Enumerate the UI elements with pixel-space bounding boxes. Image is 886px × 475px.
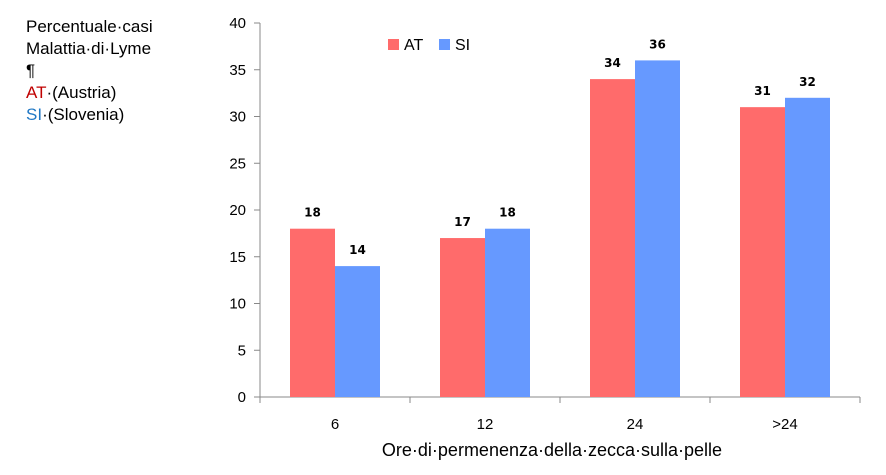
- bar-si: [485, 228, 530, 397]
- value-label: 18: [499, 206, 516, 220]
- legend: AT SI: [388, 37, 470, 54]
- bar-at: [590, 79, 635, 397]
- x-tick-label: >24: [772, 416, 797, 433]
- y-tick-label: 40: [229, 15, 246, 32]
- legend-label-at: AT: [404, 37, 423, 54]
- side-note-line-2: Malattia·di·Lyme: [26, 39, 152, 58]
- bar-at: [440, 238, 485, 397]
- pilcrow-mark: ¶: [26, 61, 36, 80]
- at-code: AT: [26, 83, 47, 102]
- side-note-at: AT·(Austria): [26, 82, 153, 104]
- legend-label-si: SI: [455, 37, 470, 54]
- value-label: 31: [754, 84, 771, 98]
- value-label: 18: [304, 206, 321, 220]
- y-tick-label: 15: [229, 249, 246, 266]
- x-tick-label: 24: [627, 416, 644, 433]
- legend-swatch-at: [388, 39, 399, 50]
- y-tick-label: 5: [238, 342, 246, 359]
- side-note: Percentuale·casi Malattia·di·Lyme ¶ AT·(…: [26, 16, 153, 126]
- value-labels: 18 14 17 18 34 36 31 32: [304, 37, 816, 257]
- bar-si: [335, 266, 380, 397]
- bars: [290, 60, 830, 398]
- side-note-si: SI·(Slovenia): [26, 104, 153, 126]
- value-label: 36: [649, 37, 666, 51]
- bar-si: [635, 60, 680, 398]
- si-code: SI: [26, 105, 43, 124]
- bar-si: [785, 97, 830, 398]
- y-tick-label: 0: [238, 389, 246, 406]
- value-label: 32: [799, 75, 816, 89]
- y-tick-label: 30: [229, 109, 246, 126]
- at-country: ·(Austria): [46, 83, 117, 102]
- bar-at: [740, 107, 785, 398]
- value-label: 14: [349, 243, 366, 257]
- x-tick-label: 6: [331, 416, 339, 433]
- y-tick-label: 35: [229, 62, 246, 79]
- x-axis-title: Ore·di·permenenza·della·zecca·sulla·pell…: [382, 440, 722, 460]
- value-label: 34: [604, 56, 621, 70]
- legend-swatch-si: [439, 39, 450, 50]
- y-tick-label: 20: [229, 202, 246, 219]
- si-country: ·(Slovenia): [42, 105, 125, 124]
- x-axis: 6 12 24 >24: [259, 396, 861, 433]
- y-tick-label: 10: [229, 296, 246, 313]
- y-axis: 0 5 10 15 20 25 30 35 40: [229, 15, 261, 406]
- bar-at: [290, 228, 335, 397]
- x-tick-label: 12: [477, 416, 494, 433]
- y-tick-label: 25: [229, 155, 246, 172]
- side-note-line-1: Percentuale·casi: [26, 17, 153, 36]
- value-label: 17: [454, 215, 471, 229]
